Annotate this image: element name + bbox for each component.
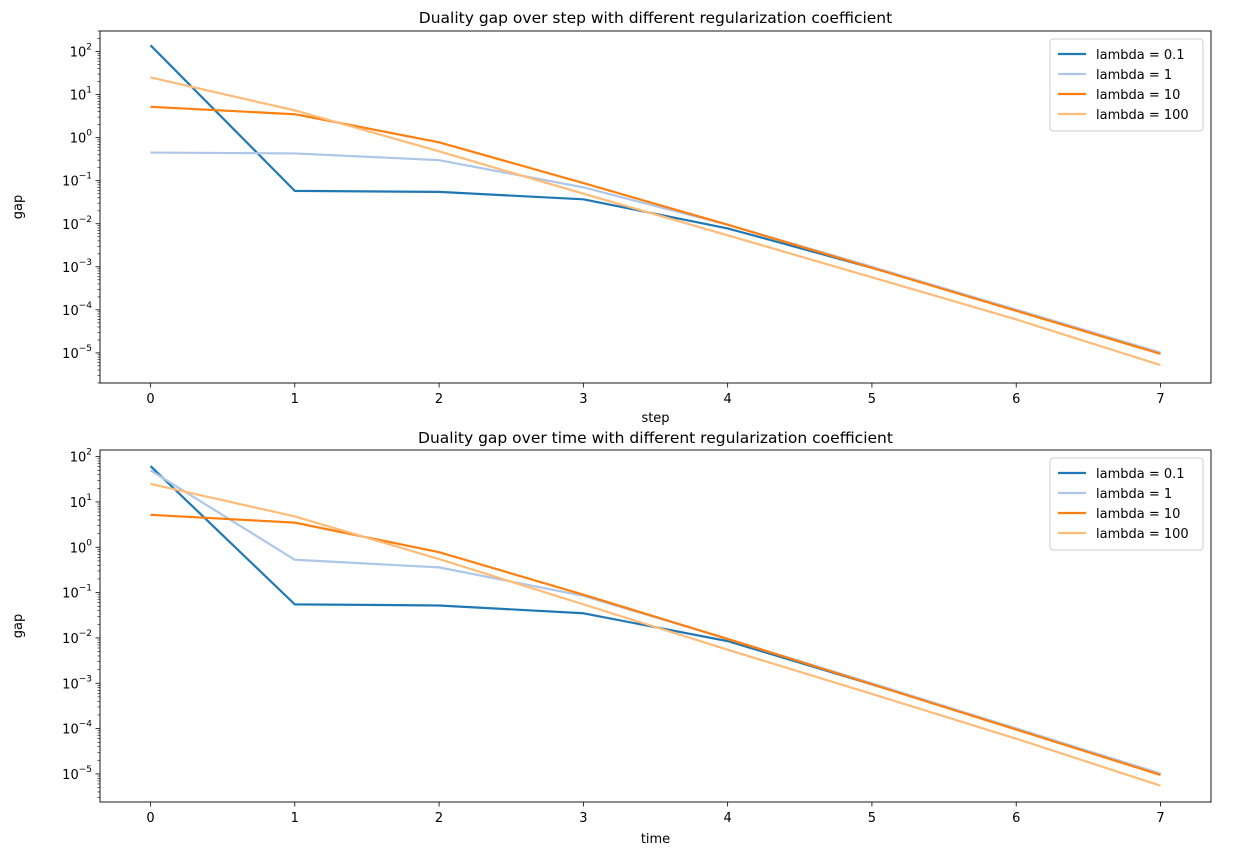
y-tick-base: 10 bbox=[62, 304, 79, 319]
chart-title: Duality gap over time with different reg… bbox=[418, 429, 893, 447]
y-axis-label: gap bbox=[11, 614, 26, 638]
chart-time: Duality gap over time with different reg… bbox=[11, 429, 1212, 847]
y-tick-exp: −1 bbox=[79, 172, 92, 182]
y-tick-label: 10−4 bbox=[62, 301, 92, 319]
y-tick-base: 10 bbox=[70, 89, 87, 104]
y-tick-exp: −4 bbox=[79, 301, 93, 311]
x-tick-label: 7 bbox=[1156, 811, 1164, 826]
y-tick-exp: 2 bbox=[86, 448, 92, 458]
plot-frame bbox=[99, 30, 1212, 384]
y-tick-base: 10 bbox=[62, 768, 79, 783]
y-tick-base: 10 bbox=[62, 347, 79, 362]
x-tick-label: 6 bbox=[1012, 811, 1020, 826]
y-tick-exp: −3 bbox=[79, 258, 92, 268]
series-line-1 bbox=[150, 151, 1161, 354]
y-tick-exp: −2 bbox=[79, 629, 92, 639]
legend-label: lambda = 0.1 bbox=[1096, 48, 1185, 63]
x-tick-label: 1 bbox=[291, 392, 299, 407]
x-tick-label: 4 bbox=[724, 392, 732, 407]
legend-label: lambda = 100 bbox=[1096, 108, 1189, 123]
legend-box bbox=[1049, 38, 1204, 132]
x-tick-label: 1 bbox=[291, 811, 299, 826]
x-tick-label: 7 bbox=[1156, 392, 1164, 407]
y-tick-exp: −1 bbox=[79, 584, 92, 594]
y-tick-exp: −4 bbox=[79, 720, 93, 730]
y-tick-label: 10−5 bbox=[62, 765, 92, 783]
series-line-2 bbox=[150, 513, 1161, 776]
y-tick-exp: −5 bbox=[79, 765, 92, 775]
y-tick-exp: 1 bbox=[86, 86, 92, 96]
x-axis-label: time bbox=[641, 832, 670, 847]
y-axis-label: gap bbox=[11, 195, 26, 219]
x-tick-label: 0 bbox=[146, 811, 154, 826]
legend-label: lambda = 10 bbox=[1096, 507, 1180, 522]
legend-label: lambda = 100 bbox=[1096, 527, 1189, 542]
legend: lambda = 0.1 lambda = 1 lambda = 10 lambda … bbox=[1049, 457, 1204, 551]
y-tick-exp: −5 bbox=[79, 344, 92, 354]
legend-label: lambda = 0.1 bbox=[1096, 467, 1185, 482]
y-tick-label: 100 bbox=[70, 129, 93, 147]
y-tick-label: 10−3 bbox=[62, 674, 92, 692]
y-tick-label: 10−3 bbox=[62, 258, 92, 276]
y-tick-label: 10−5 bbox=[62, 344, 92, 362]
y-tick-base: 10 bbox=[70, 46, 87, 61]
x-tick-label: 5 bbox=[868, 811, 876, 826]
chart-step: Duality gap over step with different reg… bbox=[11, 9, 1212, 426]
x-tick-label: 3 bbox=[579, 392, 587, 407]
x-tick-label: 2 bbox=[435, 392, 443, 407]
series-line-3 bbox=[150, 482, 1161, 787]
x-tick-label: 2 bbox=[435, 811, 443, 826]
legend-box bbox=[1049, 457, 1204, 551]
series-lines bbox=[149, 44, 1161, 367]
y-tick-label: 10−1 bbox=[62, 172, 92, 190]
y-tick-base: 10 bbox=[70, 132, 87, 147]
y-tick-base: 10 bbox=[62, 723, 79, 738]
y-tick-label: 102 bbox=[70, 43, 92, 61]
series-line-3 bbox=[150, 76, 1161, 367]
y-tick-base: 10 bbox=[62, 677, 79, 692]
y-tick-base: 10 bbox=[70, 451, 87, 466]
y-tick-label: 102 bbox=[70, 448, 92, 466]
x-tick-label: 0 bbox=[146, 392, 154, 407]
y-tick-base: 10 bbox=[62, 218, 79, 233]
y-tick-label: 10−4 bbox=[62, 720, 92, 738]
legend-label: lambda = 1 bbox=[1096, 68, 1172, 83]
y-tick-label: 100 bbox=[70, 538, 93, 556]
y-tick-exp: 0 bbox=[86, 129, 92, 139]
legend-label: lambda = 10 bbox=[1096, 88, 1180, 103]
plot-frame bbox=[99, 449, 1212, 803]
y-tick-label: 101 bbox=[70, 86, 92, 104]
chart-title: Duality gap over step with different reg… bbox=[419, 9, 892, 27]
y-tick-base: 10 bbox=[62, 587, 79, 602]
y-tick-label: 10−2 bbox=[62, 629, 92, 647]
legend: lambda = 0.1 lambda = 1 lambda = 10 lambda … bbox=[1049, 38, 1204, 132]
series-line-2 bbox=[150, 105, 1161, 355]
x-tick-label: 5 bbox=[868, 392, 876, 407]
y-tick-base: 10 bbox=[70, 541, 87, 556]
y-tick-exp: 1 bbox=[86, 493, 92, 503]
y-tick-exp: −3 bbox=[79, 674, 92, 684]
x-tick-label: 3 bbox=[579, 811, 587, 826]
x-tick-label: 6 bbox=[1012, 392, 1020, 407]
y-tick-exp: 2 bbox=[86, 43, 92, 53]
y-tick-base: 10 bbox=[62, 261, 79, 276]
y-tick-base: 10 bbox=[62, 175, 79, 190]
y-tick-base: 10 bbox=[62, 632, 79, 647]
y-tick-base: 10 bbox=[70, 496, 87, 511]
y-tick-label: 10−1 bbox=[62, 584, 92, 602]
x-tick-label: 4 bbox=[724, 811, 732, 826]
y-tick-label: 10−2 bbox=[62, 215, 92, 233]
x-axis-label: step bbox=[641, 411, 669, 426]
series-lines bbox=[149, 465, 1161, 787]
y-tick-exp: 0 bbox=[86, 538, 92, 548]
y-tick-exp: −2 bbox=[79, 215, 92, 225]
legend-label: lambda = 1 bbox=[1096, 487, 1172, 502]
y-tick-label: 101 bbox=[70, 493, 92, 511]
